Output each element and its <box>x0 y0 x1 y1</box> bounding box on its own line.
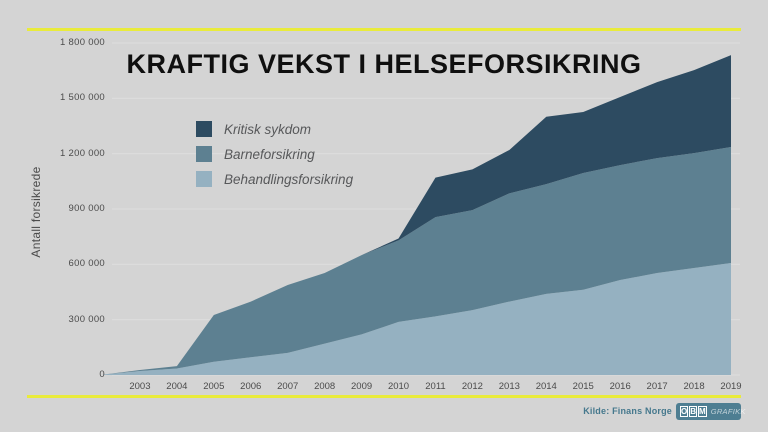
logo-letter-m: M <box>698 406 707 417</box>
legend-label-behandlingsforsikring: Behandlingsforsikring <box>224 171 354 187</box>
legend-label-kritisk-sykdom: Kritisk sykdom <box>224 121 312 137</box>
y-axis-title: Antall forsikrede <box>29 166 43 258</box>
logo-letter-o: O <box>680 406 689 417</box>
chart-legend: Kritisk sykdom Barneforsikring Behandlin… <box>196 121 353 196</box>
bottom-accent-line <box>27 395 741 398</box>
source-credit: Kilde: Finans Norge <box>583 406 672 416</box>
legend-swatch-behandlingsforsikring <box>196 171 212 187</box>
chart-title: KRAFTIG VEKST I HELSEFORSIKRING <box>126 49 642 80</box>
obm-grafikk-logo: O B M GRAFIKK <box>676 403 745 420</box>
top-accent-line <box>27 28 741 31</box>
legend-label-barneforsikring: Barneforsikring <box>224 146 315 162</box>
logo-suffix: GRAFIKK <box>710 407 746 416</box>
legend-item-barneforsikring: Barneforsikring <box>196 146 353 162</box>
legend-swatch-kritisk-sykdom <box>196 121 212 137</box>
area-behandlingsforsikring <box>103 263 731 375</box>
area-barneforsikring <box>103 147 731 375</box>
legend-item-behandlingsforsikring: Behandlingsforsikring <box>196 171 353 187</box>
logo-letter-b: B <box>689 406 698 417</box>
legend-item-kritisk-sykdom: Kritisk sykdom <box>196 121 353 137</box>
area-kritisk-sykdom <box>103 55 731 375</box>
legend-swatch-barneforsikring <box>196 146 212 162</box>
